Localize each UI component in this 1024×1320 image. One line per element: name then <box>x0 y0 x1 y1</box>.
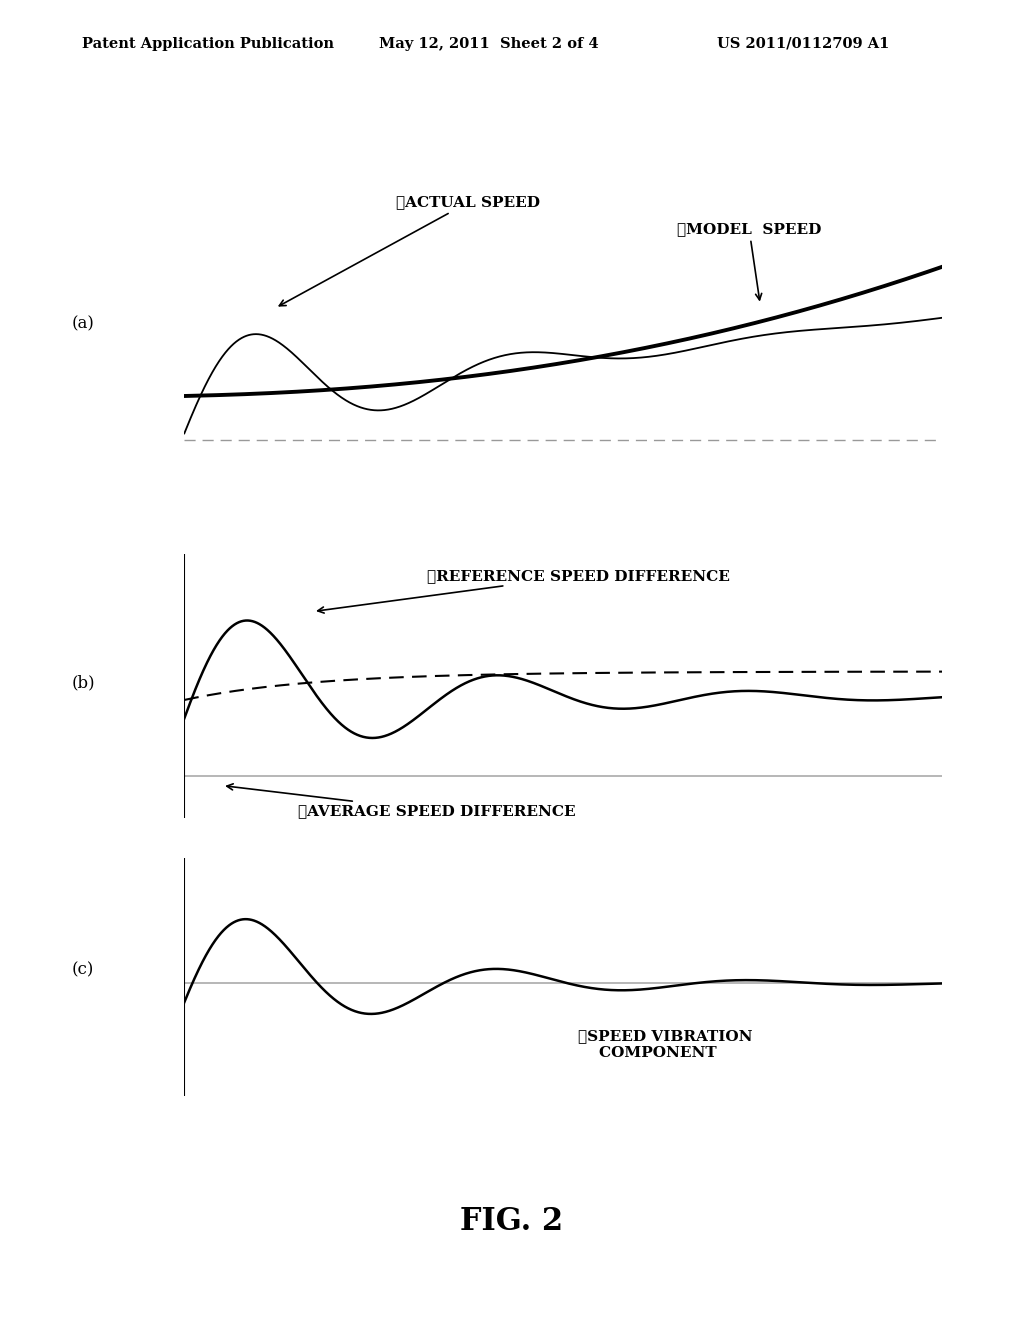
Text: (a): (a) <box>72 315 94 331</box>
Text: ④AVERAGE SPEED DIFFERENCE: ④AVERAGE SPEED DIFFERENCE <box>227 784 575 818</box>
Text: ②MODEL  SPEED: ②MODEL SPEED <box>677 222 821 300</box>
Text: ③REFERENCE SPEED DIFFERENCE: ③REFERENCE SPEED DIFFERENCE <box>317 569 730 612</box>
Text: (c): (c) <box>72 962 94 978</box>
Text: US 2011/0112709 A1: US 2011/0112709 A1 <box>717 37 889 51</box>
Text: May 12, 2011  Sheet 2 of 4: May 12, 2011 Sheet 2 of 4 <box>379 37 598 51</box>
Text: ①ACTUAL SPEED: ①ACTUAL SPEED <box>280 195 541 306</box>
Text: FIG. 2: FIG. 2 <box>461 1205 563 1237</box>
Text: (b): (b) <box>72 675 95 690</box>
Text: Patent Application Publication: Patent Application Publication <box>82 37 334 51</box>
Text: ⑤SPEED VIBRATION
    COMPONENT: ⑤SPEED VIBRATION COMPONENT <box>579 1030 753 1060</box>
